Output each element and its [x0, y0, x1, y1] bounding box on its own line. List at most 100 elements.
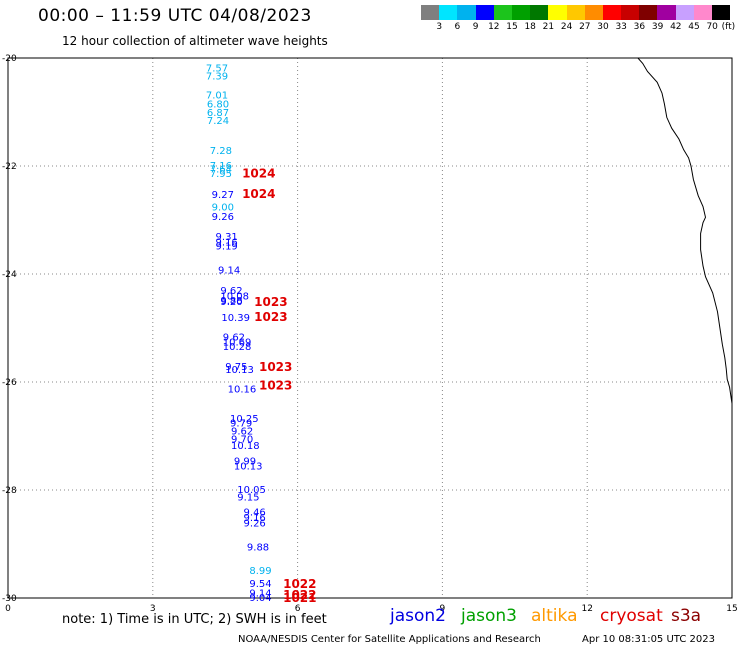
scale-swatch: [493, 5, 512, 20]
scale-label: 45: [688, 22, 700, 32]
wave-height-label: 7.57: [206, 64, 228, 75]
scale-label: 24: [560, 22, 573, 32]
wave-height-label: 9.19: [216, 241, 238, 252]
wave-height-label: 9.26: [244, 518, 266, 529]
map-frame: [7, 57, 733, 599]
wave-height-label: 7.24: [207, 116, 229, 127]
scale-swatch: [421, 5, 440, 20]
scale-label: 12: [488, 22, 500, 32]
wave-height-label: 9.75: [225, 362, 247, 373]
wave-height-label: 9.04: [249, 593, 271, 604]
scale-swatch: [639, 5, 658, 20]
wave-height-label: 8.99: [249, 566, 271, 577]
pressure-label: 1023: [259, 360, 292, 374]
satellite-legend-altika: altika: [531, 606, 578, 626]
pressure-label: 1024: [242, 166, 275, 180]
coastline: [637, 57, 733, 404]
scale-label: (ft): [721, 22, 736, 32]
scale-label: 39: [651, 22, 664, 32]
color-scale-labels: 3 6 9 12 15 18 21 24 27 30 33 36 39 42 45 70 (ft): [421, 22, 740, 34]
scale-swatch: [566, 5, 585, 20]
pressure-label: 1022: [283, 588, 316, 602]
scale-label: 18: [524, 22, 536, 32]
wave-height-label: 10.05: [237, 485, 266, 496]
scale-swatch: [712, 5, 731, 20]
scale-label: 15: [506, 22, 518, 32]
y-tick-label: -24: [2, 270, 17, 280]
wave-height-label: 9.15: [237, 492, 259, 503]
wave-height-label: 9.20: [220, 297, 242, 308]
scale-swatch: [439, 5, 458, 20]
wave-height-label: 9.14: [218, 266, 240, 277]
generation-timestamp: Apr 10 08:31:05 UTC 2023: [582, 634, 715, 645]
x-tick-label: 9: [440, 604, 446, 614]
scale-swatch: [657, 5, 676, 20]
y-tick-label: -22: [2, 162, 17, 172]
scale-label: 21: [542, 22, 555, 32]
pressure-label: 1021: [283, 591, 316, 605]
footnote: note: 1) Time is in UTC; 2) SWH is in fe…: [62, 612, 327, 627]
scale-label: 6: [454, 22, 461, 32]
wave-height-label: 9.79: [230, 419, 252, 430]
map-title: 00:00 – 11:59 UTC 04/08/2023: [38, 6, 312, 26]
wave-height-label: 7.16: [210, 161, 232, 172]
wave-height-label: 10.25: [230, 414, 259, 425]
scale-label: 9: [472, 22, 479, 32]
wave-height-label: 7.28: [210, 146, 232, 157]
scale-swatch: [693, 5, 712, 20]
x-tick-label: 6: [295, 604, 301, 614]
scale-label: 33: [615, 22, 627, 32]
wave-height-label: 9.62: [231, 427, 253, 438]
wave-height-label: 7.95: [210, 169, 232, 180]
scale-swatch: [675, 5, 694, 20]
wave-height-label: 9.62: [220, 286, 242, 297]
satellite-legend-jason2: jason2: [390, 606, 446, 626]
wave-height-label: 9.00: [212, 203, 234, 214]
scale-swatch: [584, 5, 603, 20]
x-tick-label: 0: [5, 604, 11, 614]
wave-height-label: 9.16: [244, 513, 266, 524]
scale-swatch: [475, 5, 494, 20]
wave-height-label: 7.01: [206, 91, 228, 102]
scale-label: 3: [436, 22, 443, 32]
pressure-label: 1023: [254, 295, 287, 309]
wave-height-label: 10.39: [221, 313, 250, 324]
scale-swatch: [548, 5, 567, 20]
wave-height-label: 10.69: [223, 338, 252, 349]
satellite-legend-s3a: s3a: [671, 606, 702, 626]
scale-label: 30: [597, 22, 609, 32]
scale-label: 42: [670, 22, 682, 32]
y-tick-label: -26: [2, 378, 17, 388]
scale-swatch: [602, 5, 622, 20]
pressure-label: 1024: [242, 187, 275, 201]
wave-height-label: 10.18: [231, 441, 260, 452]
wave-height-label: 10.13: [225, 365, 254, 376]
y-tick-label: -30: [2, 594, 17, 604]
scale-label: 70: [706, 22, 718, 32]
wave-height-label: 9.46: [244, 508, 266, 519]
wave-height-label: 10.16: [228, 384, 257, 395]
wave-height-label: 9.88: [220, 296, 242, 307]
wave-height-label: 9.26: [212, 212, 234, 223]
wave-height-label: 9.16: [216, 238, 238, 249]
wave-height-label: 9.70: [231, 435, 253, 446]
scale-swatch: [511, 5, 531, 20]
scale-swatch: [621, 5, 640, 20]
scale-label: 27: [579, 22, 591, 32]
wave-height-label: 7.39: [206, 71, 228, 82]
y-tick-label: -20: [2, 54, 17, 64]
credit-line: NOAA/NESDIS Center for Satellite Applica…: [238, 634, 541, 645]
scale-label: 36: [633, 22, 646, 32]
wave-height-label: 7.64: [210, 165, 232, 176]
wave-height-label: 9.99: [234, 456, 256, 467]
wave-height-label: 9.88: [247, 543, 269, 554]
satellite-legend-cryosat: cryosat: [600, 606, 663, 626]
pressure-label: 1023: [259, 379, 292, 393]
scale-swatch: [457, 5, 476, 20]
pressure-label: 1022: [283, 577, 316, 591]
x-tick-label: 3: [150, 604, 156, 614]
map-subtitle: 12 hour collection of altimeter wave hei…: [62, 34, 328, 48]
y-tick-label: -28: [2, 486, 17, 496]
pressure-label: 1023: [254, 310, 287, 324]
